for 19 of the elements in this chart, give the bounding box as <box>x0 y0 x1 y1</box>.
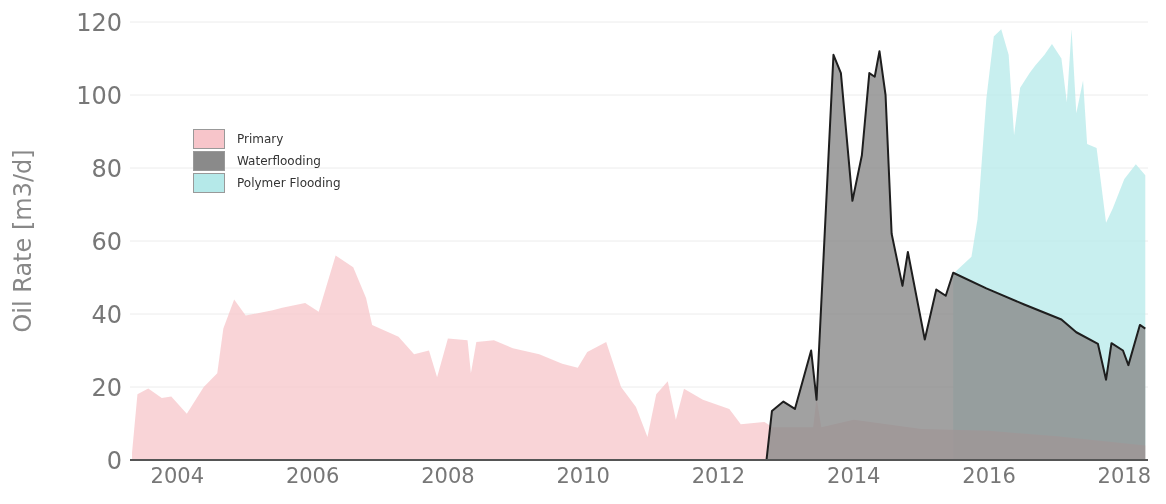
x-tick-label: 2008 <box>421 463 475 488</box>
x-tick-label: 2004 <box>150 463 205 488</box>
y-tick-label: 20 <box>91 373 122 402</box>
y-axis-title: Oil Rate [m3/d] <box>8 149 37 333</box>
x-tick-label: 2012 <box>691 463 746 488</box>
x-tick-label: 2010 <box>556 463 610 488</box>
y-tick-label: 80 <box>91 154 122 183</box>
y-tick-label: 120 <box>76 8 122 37</box>
x-tick-label: 2006 <box>285 463 340 488</box>
x-tick-label: 2014 <box>827 463 881 488</box>
legend-label: Waterflooding <box>237 154 321 168</box>
legend-label: Primary <box>237 132 284 146</box>
x-tick-label: 2016 <box>962 463 1016 488</box>
legend-label: Polymer Flooding <box>237 176 341 190</box>
y-tick-label: 0 <box>106 446 122 475</box>
y-tick-label: 40 <box>91 300 122 329</box>
x-tick-label: 2018 <box>1097 463 1152 488</box>
y-tick-label: 60 <box>91 227 122 256</box>
y-tick-label: 100 <box>76 81 122 110</box>
